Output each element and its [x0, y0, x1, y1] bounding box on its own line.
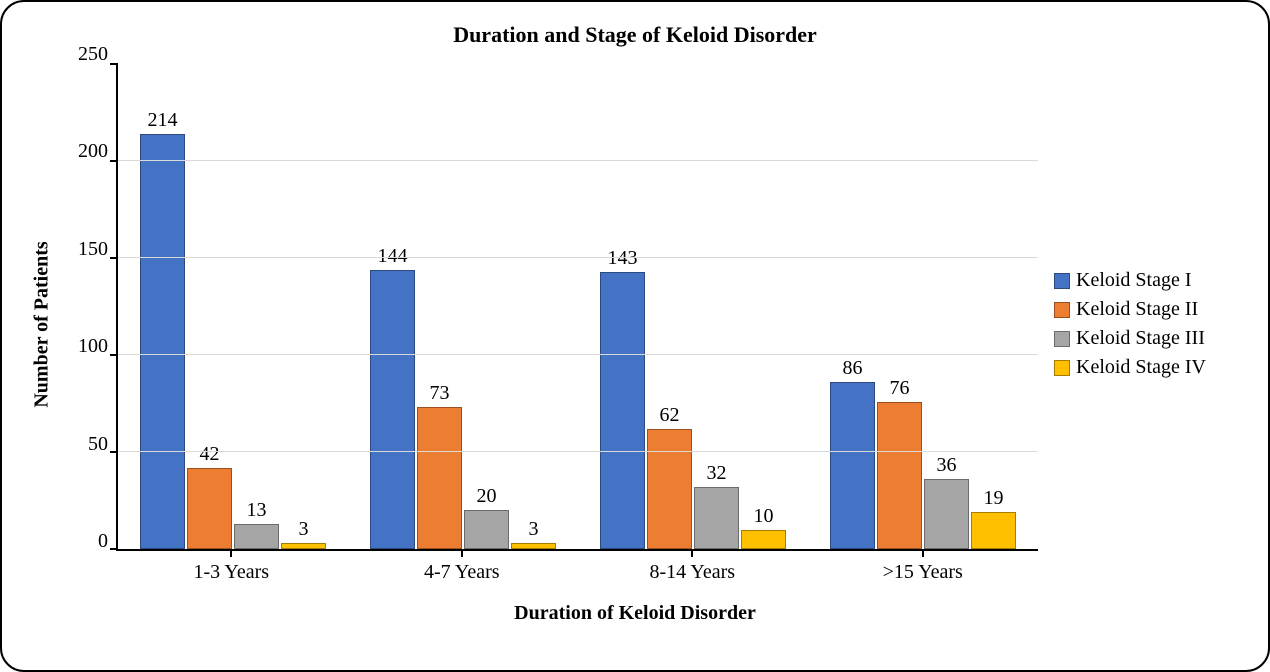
bar-wrap: 10 — [741, 64, 786, 549]
bar — [830, 382, 875, 549]
y-tick-mark — [110, 451, 118, 453]
gridline — [118, 160, 1038, 161]
bar — [234, 524, 279, 549]
bar-group: 144 73 20 3 — [348, 64, 578, 549]
bar-value-label: 3 — [529, 518, 539, 541]
bar-value-label: 143 — [608, 247, 638, 270]
bar-value-label: 86 — [843, 357, 863, 380]
y-tick-mark — [110, 63, 118, 65]
legend-label: Keloid Stage I — [1076, 269, 1192, 292]
y-tick-mark — [110, 548, 118, 550]
legend: Keloid Stage I Keloid Stage II Keloid Stag… — [1038, 64, 1248, 584]
bar-group: 143 62 32 10 — [578, 64, 808, 549]
bar-wrap: 3 — [281, 64, 326, 549]
y-tick-mark — [110, 257, 118, 259]
bar — [417, 407, 462, 549]
legend-item: Keloid Stage I — [1054, 269, 1248, 292]
bar — [281, 543, 326, 549]
bar-wrap: 3 — [511, 64, 556, 549]
y-axis-label: Number of Patients — [31, 241, 54, 407]
plot-column: 250200150100500 214421331447320314362321… — [62, 64, 1038, 584]
x-tick: 4-7 Years — [347, 551, 578, 584]
chart-body: Number of Patients 250200150100500 214 42… — [22, 64, 1248, 584]
chart-container: Duration and Stage of Keloid Disorder Nu… — [0, 0, 1270, 672]
bar — [370, 270, 415, 549]
gridline — [118, 257, 1038, 258]
legend-label: Keloid Stage III — [1076, 327, 1205, 350]
legend-item: Keloid Stage IV — [1054, 356, 1248, 379]
bar-value-label: 13 — [247, 499, 267, 522]
bar-value-label: 10 — [754, 505, 774, 528]
bar-value-label: 214 — [148, 109, 178, 132]
legend-swatch — [1054, 360, 1070, 376]
legend-item: Keloid Stage III — [1054, 327, 1248, 350]
bar — [187, 468, 232, 549]
bar — [694, 487, 739, 549]
bar — [971, 512, 1016, 549]
bar-wrap: 36 — [924, 64, 969, 549]
bar-wrap: 62 — [647, 64, 692, 549]
bar-value-label: 76 — [890, 377, 910, 400]
bar — [511, 543, 556, 549]
y-axis-label-wrap: Number of Patients — [22, 64, 62, 584]
x-tick: 1-3 Years — [116, 551, 347, 584]
plot-area: 214 42 13 3 144 73 20 3 143 62 32 10 86 76 36 19 — [116, 64, 1038, 551]
bar-wrap: 76 — [877, 64, 922, 549]
x-tick: >15 Years — [808, 551, 1039, 584]
y-axis-ticks: 250200150100500 — [62, 64, 116, 551]
bar-wrap: 144 — [370, 64, 415, 549]
bar-wrap: 86 — [830, 64, 875, 549]
bar — [140, 134, 185, 549]
y-tick-mark — [110, 160, 118, 162]
bar-value-label: 73 — [430, 382, 450, 405]
y-tick-mark — [110, 354, 118, 356]
x-axis-ticks: 1-3 Years4-7 Years8-14 Years>15 Years — [116, 551, 1038, 584]
legend-swatch — [1054, 302, 1070, 318]
bar-value-label: 42 — [200, 443, 220, 466]
bar-wrap: 214 — [140, 64, 185, 549]
bar-group: 214 42 13 3 — [118, 64, 348, 549]
bar-value-label: 62 — [660, 404, 680, 427]
chart-title: Duration and Stage of Keloid Disorder — [22, 22, 1248, 48]
x-axis-label: Duration of Keloid Disorder — [22, 602, 1248, 625]
bar — [464, 510, 509, 549]
bar — [600, 272, 645, 549]
bar-wrap: 32 — [694, 64, 739, 549]
bar-value-label: 36 — [937, 454, 957, 477]
gridline — [118, 354, 1038, 355]
legend-swatch — [1054, 273, 1070, 289]
bar-wrap: 73 — [417, 64, 462, 549]
plot-row: 250200150100500 214421331447320314362321… — [62, 64, 1038, 551]
bar-wrap: 42 — [187, 64, 232, 549]
legend-label: Keloid Stage II — [1076, 298, 1198, 321]
bar-wrap: 143 — [600, 64, 645, 549]
bar-value-label: 3 — [299, 518, 309, 541]
bar — [741, 530, 786, 549]
bar-wrap: 20 — [464, 64, 509, 549]
bar-group: 86 76 36 19 — [808, 64, 1038, 549]
bar-wrap: 19 — [971, 64, 1016, 549]
legend-item: Keloid Stage II — [1054, 298, 1248, 321]
bar-value-label: 19 — [984, 487, 1004, 510]
x-axis-spacer — [62, 551, 116, 584]
x-tick: 8-14 Years — [577, 551, 808, 584]
bar-groups: 214 42 13 3 144 73 20 3 143 62 32 10 86 76 36 19 — [118, 64, 1038, 549]
legend-swatch — [1054, 331, 1070, 347]
bar — [924, 479, 969, 549]
bar — [647, 429, 692, 549]
x-axis-row: 1-3 Years4-7 Years8-14 Years>15 Years — [62, 551, 1038, 584]
legend-label: Keloid Stage IV — [1076, 356, 1206, 379]
gridline — [118, 451, 1038, 452]
bar-value-label: 20 — [477, 485, 497, 508]
bar-wrap: 13 — [234, 64, 279, 549]
bar-value-label: 32 — [707, 462, 727, 485]
bar — [877, 402, 922, 549]
